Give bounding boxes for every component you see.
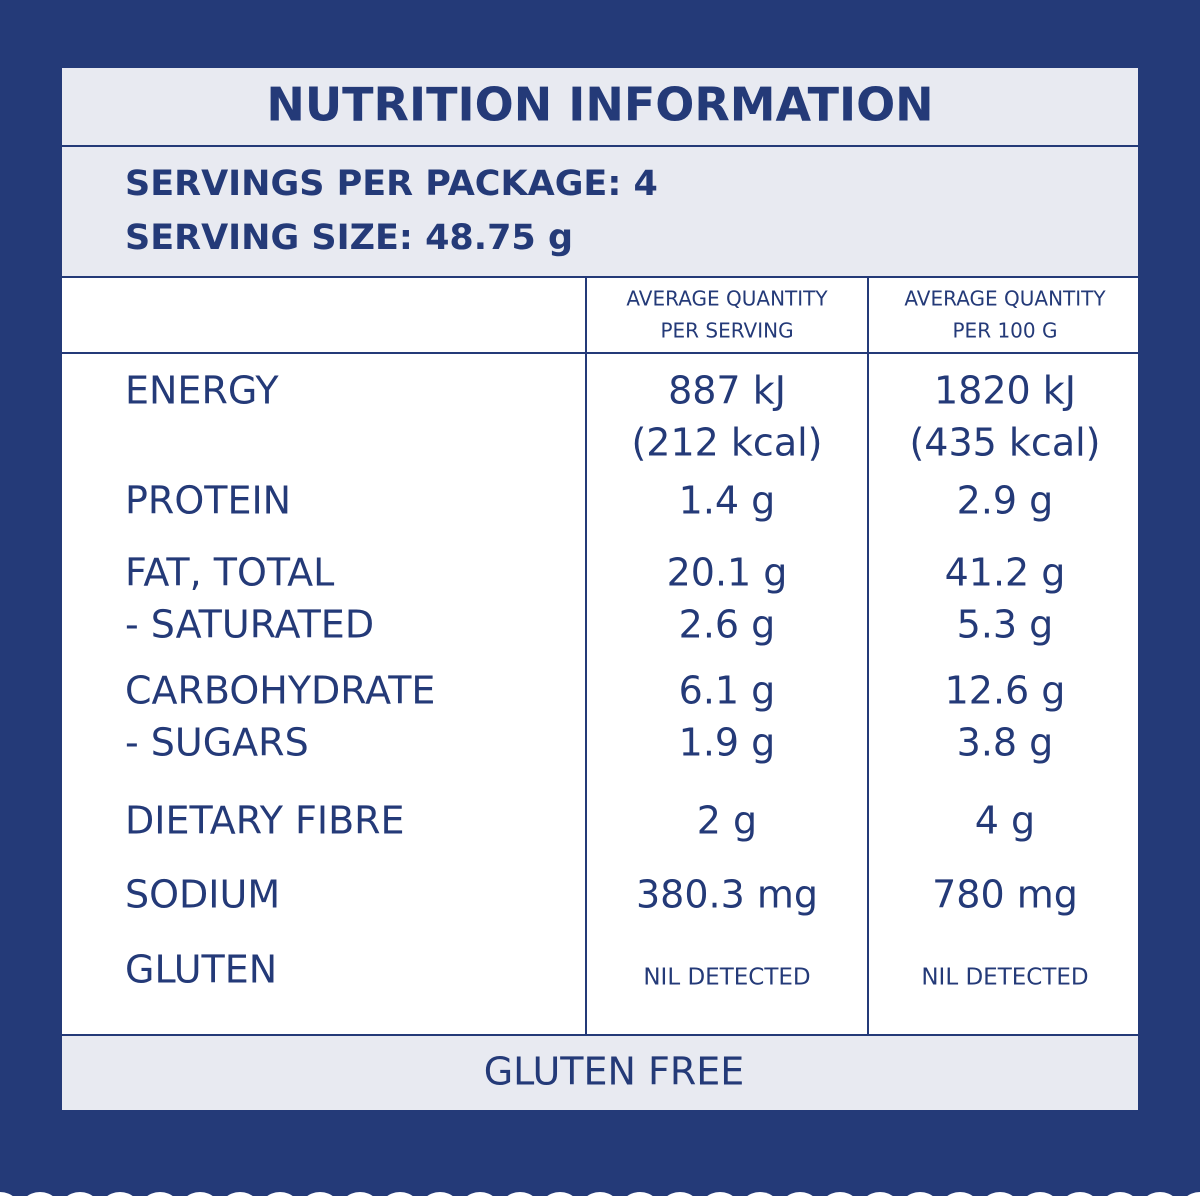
nutrient-value: 2.9 g — [957, 479, 1054, 523]
nutrient-value: 887 kJ — [668, 369, 786, 413]
column-header: AVERAGE QUANTITY — [626, 287, 828, 311]
footer: GLUTEN FREE — [484, 1050, 745, 1094]
nutrient-value: NIL DETECTED — [921, 965, 1088, 991]
table-lines — [62, 145, 1138, 1036]
servings-line: SERVINGS PER PACKAGE: 4 — [125, 164, 658, 204]
nutrient-value: 41.2 g — [945, 551, 1066, 595]
nutrient-value: 2.6 g — [679, 603, 776, 647]
nutrient-name: DIETARY FIBRE — [125, 799, 405, 843]
nutrient-value: NIL DETECTED — [643, 965, 810, 991]
nutrient-value: 1.4 g — [679, 479, 776, 523]
servings-line: SERVING SIZE: 48.75 g — [125, 218, 573, 258]
servings-band — [62, 147, 1138, 277]
title-band — [62, 68, 1138, 145]
nutrient-value: (212 kcal) — [631, 421, 822, 465]
nutrient-value: 1820 kJ — [934, 369, 1076, 413]
nutrient-value: 780 mg — [932, 873, 1078, 917]
nutrient-name: ENERGY — [125, 369, 279, 413]
title: NUTRITION INFORMATION — [266, 78, 933, 132]
nutrient-name: - SATURATED — [125, 603, 374, 647]
nutrient-value: 6.1 g — [679, 669, 776, 713]
footer-band — [62, 1036, 1138, 1110]
column-header: PER 100 G — [953, 319, 1058, 343]
nutrient-value: 380.3 mg — [636, 873, 818, 917]
nutrient-name: CARBOHYDRATE — [125, 669, 435, 713]
nutrient-name: FAT, TOTAL — [125, 551, 334, 595]
nutrient-value: 12.6 g — [945, 669, 1066, 713]
nutrient-value: (435 kcal) — [909, 421, 1100, 465]
column-header: PER SERVING — [660, 319, 793, 343]
nutrient-name: SODIUM — [125, 873, 280, 917]
nutrient-value: 2 g — [697, 799, 757, 843]
nutrient-value: 4 g — [975, 799, 1035, 843]
nutrient-value: 5.3 g — [957, 603, 1054, 647]
nutrient-value: 20.1 g — [667, 551, 788, 595]
scalloped-edge — [0, 1192, 1200, 1200]
nutrient-name: PROTEIN — [125, 479, 291, 523]
nutrient-value: 3.8 g — [957, 721, 1054, 765]
column-header: AVERAGE QUANTITY — [904, 287, 1106, 311]
nutrient-value: 1.9 g — [679, 721, 776, 765]
nutrient-name: - SUGARS — [125, 721, 309, 765]
nutrient-name: GLUTEN — [125, 948, 277, 992]
